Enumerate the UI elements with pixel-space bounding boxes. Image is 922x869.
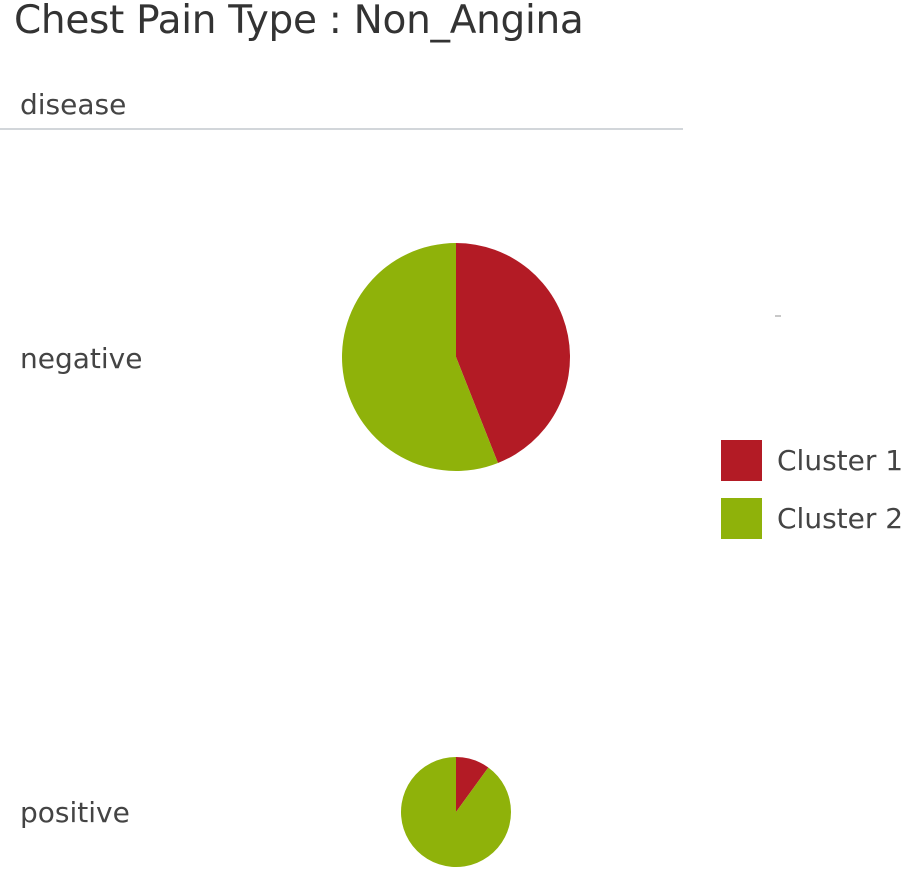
axis-tick-mark bbox=[775, 315, 781, 317]
header-divider bbox=[0, 128, 683, 130]
pie-slice-positive-cluster-2[interactable] bbox=[400, 757, 511, 867]
legend-item-cluster-2[interactable]: Cluster 2 bbox=[721, 496, 903, 540]
legend-label-cluster-1: Cluster 1 bbox=[777, 443, 904, 477]
legend-swatch-cluster-1 bbox=[721, 439, 762, 481]
pie-slice-negative-cluster-2[interactable] bbox=[341, 243, 498, 471]
pie-slice-positive-cluster-1[interactable] bbox=[456, 757, 489, 812]
legend-label-cluster-2: Cluster 2 bbox=[777, 501, 904, 535]
pie-slice-negative-cluster-1[interactable] bbox=[456, 243, 570, 463]
chart-title: Chest Pain Type : Non_Angina bbox=[14, 0, 584, 43]
row-label-negative: negative bbox=[20, 342, 143, 375]
legend-item-cluster-1[interactable]: Cluster 1 bbox=[721, 438, 903, 482]
row-header-label: disease bbox=[20, 88, 127, 121]
row-label-positive: positive bbox=[20, 796, 130, 829]
legend-swatch-cluster-2 bbox=[721, 497, 762, 539]
legend: Cluster 1 Cluster 2 bbox=[721, 438, 903, 554]
